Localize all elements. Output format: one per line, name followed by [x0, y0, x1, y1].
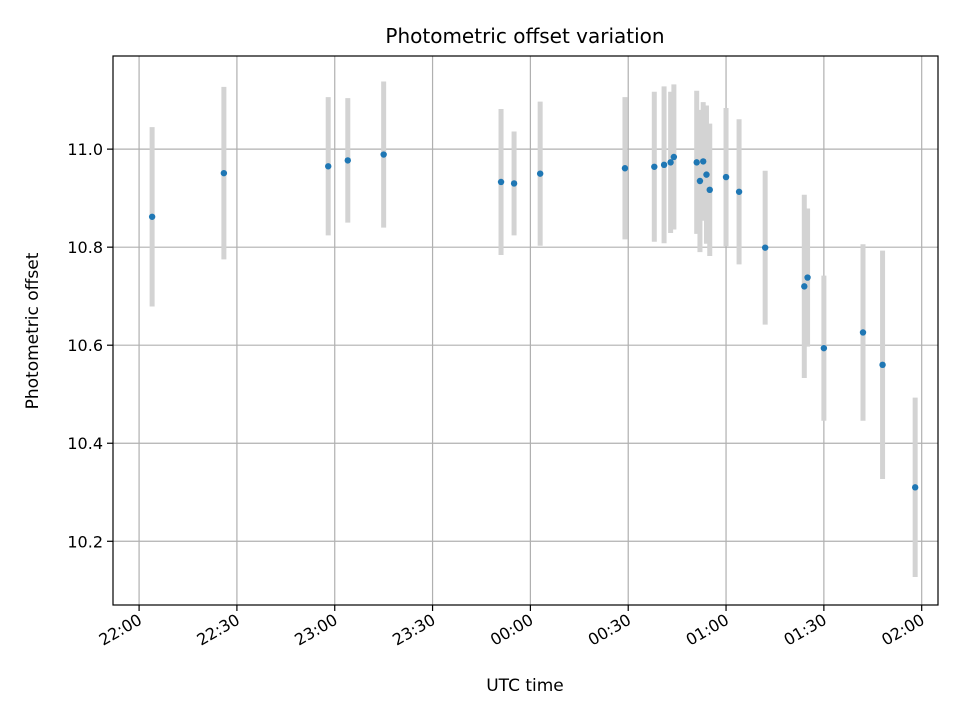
chart-title: Photometric offset variation	[385, 24, 664, 48]
data-point	[325, 163, 332, 170]
data-point	[660, 161, 668, 169]
y-tick-label: 10.6	[67, 336, 103, 355]
data-point	[651, 163, 658, 170]
data-point	[735, 188, 743, 195]
data-point	[536, 170, 544, 177]
data-point	[510, 180, 518, 187]
x-axis-label: UTC time	[486, 676, 564, 696]
data-point	[344, 157, 351, 164]
data-point	[820, 344, 828, 352]
data-point	[220, 169, 228, 177]
data-point	[722, 173, 730, 181]
data-point	[621, 165, 629, 172]
data-point	[696, 177, 704, 185]
data-point	[497, 178, 505, 186]
data-point	[148, 213, 156, 220]
y-tick-label: 10.2	[67, 532, 103, 551]
data-point	[801, 283, 808, 290]
data-point	[859, 329, 867, 336]
data-point	[804, 274, 811, 281]
data-point	[703, 171, 710, 178]
data-point	[667, 159, 674, 166]
data-point	[700, 158, 707, 165]
data-points	[148, 151, 919, 491]
data-point	[911, 484, 919, 491]
y-axis-label: Photometric offset	[23, 252, 43, 409]
y-tick-label: 11.0	[67, 140, 103, 159]
grid-lines	[113, 56, 938, 605]
data-point	[380, 151, 387, 158]
y-tick-label: 10.4	[67, 434, 103, 453]
data-point	[670, 153, 678, 161]
data-point	[706, 186, 713, 194]
data-point	[761, 244, 769, 251]
data-point	[879, 361, 886, 369]
y-tick-label: 10.8	[67, 238, 103, 257]
plot-frame	[112, 55, 939, 606]
y-axis-ticks: 10.2 10.4 10.6 10.8 11.0	[67, 140, 113, 551]
data-point	[693, 159, 700, 166]
